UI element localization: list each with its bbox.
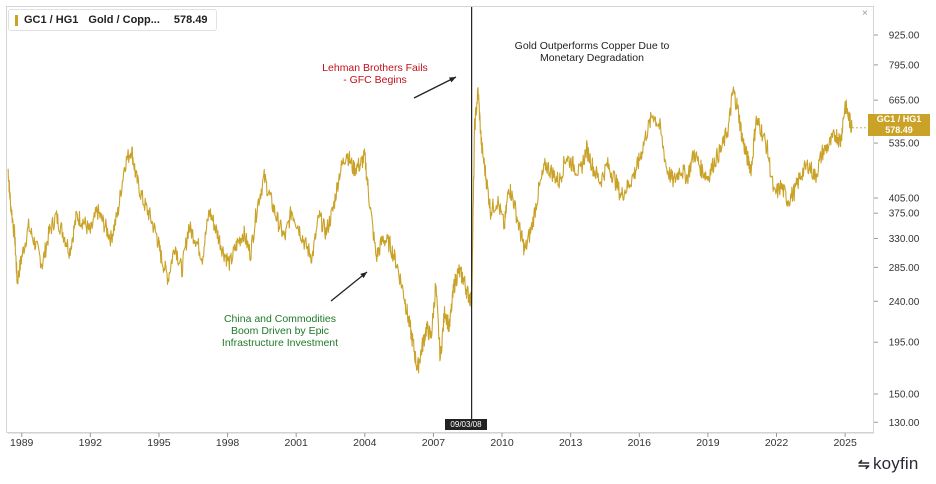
x-tick-label: 2025: [833, 437, 857, 449]
arrow-lehman: [413, 76, 457, 99]
chart-legend[interactable]: GC1 / HG1 Gold / Copp... 578.49: [8, 9, 217, 31]
x-tick-label: 2016: [628, 437, 652, 449]
annotation-line: Lehman Brothers Fails: [322, 62, 428, 74]
y-tick-label: 130.00: [889, 418, 920, 429]
y-tick-label: 535.00: [889, 139, 920, 150]
koyfin-logo-icon: ⇋: [858, 455, 870, 472]
annotation-lehman: Lehman Brothers Fails - GFC Begins: [310, 62, 440, 86]
y-tick-label: 150.00: [889, 390, 920, 401]
y-tick-label: 330.00: [889, 234, 920, 245]
x-tick-label: 1989: [10, 437, 34, 449]
x-tick-label: 1998: [216, 437, 240, 449]
y-tick-label: 240.00: [889, 297, 920, 308]
annotation-line: Infrastructure Investment: [221, 337, 339, 349]
x-tick-label: 2004: [353, 437, 377, 449]
y-tick-label: 285.00: [889, 263, 920, 274]
x-tick-label: 1995: [147, 437, 171, 449]
legend-symbol: GC1 / HG1: [24, 14, 79, 26]
x-tick-label: 2001: [285, 437, 309, 449]
last-price-tag: GC1 / HG1 578.49: [868, 114, 930, 136]
annotation-line: China and Commodities: [223, 313, 337, 325]
crosshair-date-tag: 09/03/08: [445, 419, 487, 430]
price-tag-symbol: GC1 / HG1: [876, 114, 922, 124]
arrow-china: [330, 271, 368, 302]
annotation-china: China and Commodities Boom Driven by Epi…: [205, 313, 355, 349]
x-tick-label: 2019: [696, 437, 720, 449]
price-tag-value: 578.49: [885, 125, 913, 135]
y-tick-label: 795.00: [889, 60, 920, 71]
x-tick-label: 1992: [79, 437, 103, 449]
y-tick-label: 925.00: [889, 31, 920, 42]
arrow-lehman-head: [449, 77, 456, 83]
series-line-gc1-hg1: [7, 86, 853, 374]
annotation-line: Boom Driven by Epic: [230, 325, 330, 337]
annotation-line: Monetary Degradation: [540, 52, 644, 64]
legend-value: 578.49: [173, 14, 208, 26]
annotation-line: - GFC Begins: [343, 74, 407, 86]
annotation-gold: Gold Outperforms Copper Due to Monetary …: [482, 40, 702, 64]
koyfin-logo: ⇋ koyfin: [858, 454, 919, 474]
x-tick-label: 2007: [422, 437, 446, 449]
x-tick-label: 2010: [490, 437, 514, 449]
x-tick-label: 2013: [559, 437, 583, 449]
y-tick-label: 375.00: [889, 209, 920, 220]
legend-series-name: Gold / Copp...: [88, 14, 160, 26]
y-tick-label: 405.00: [889, 194, 920, 205]
x-tick-label: 2022: [765, 437, 789, 449]
logo-text: koyfin: [872, 454, 919, 473]
y-tick-label: 195.00: [889, 338, 920, 349]
y-tick-label: 665.00: [889, 96, 920, 107]
close-icon[interactable]: ×: [862, 8, 868, 19]
annotation-line: Gold Outperforms Copper Due to: [514, 40, 670, 52]
series-color-swatch: [15, 14, 18, 26]
arrow-china-head: [360, 272, 367, 279]
